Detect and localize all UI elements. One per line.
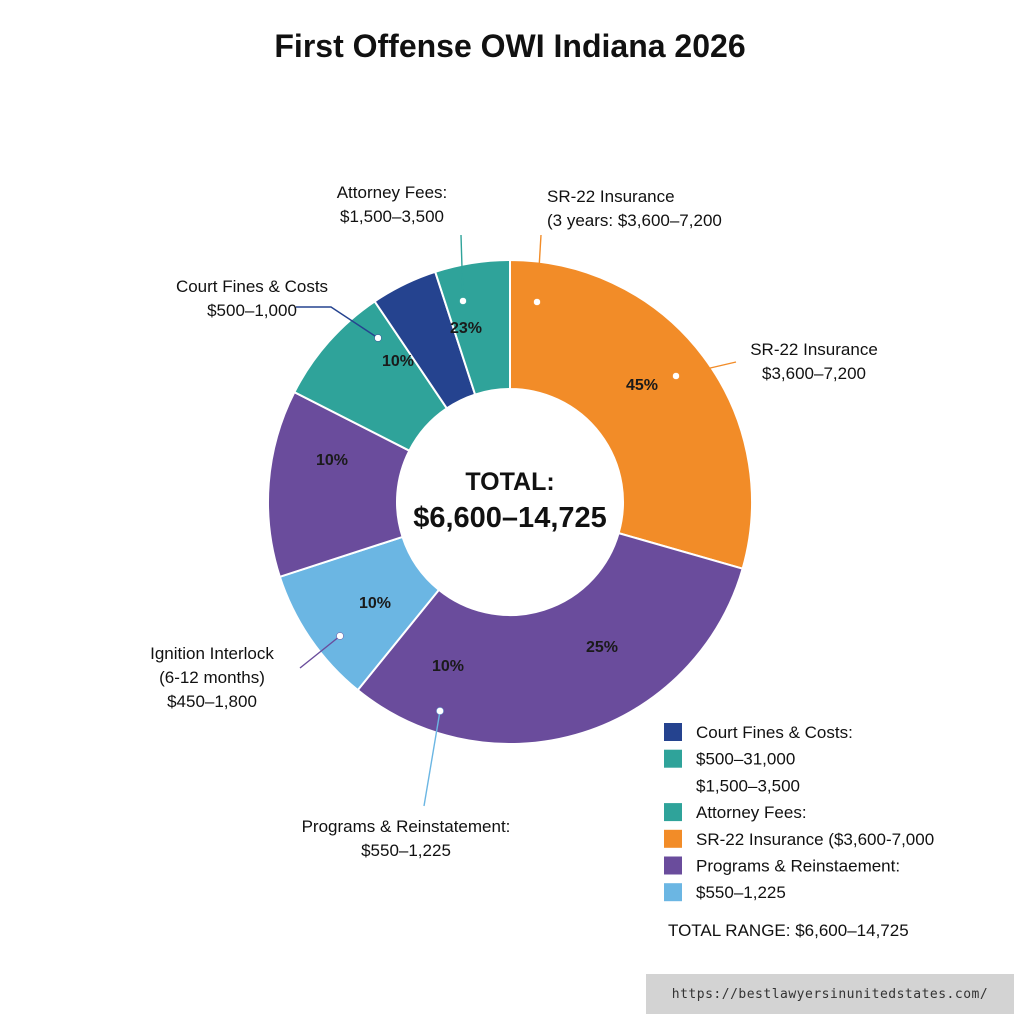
slice-1	[356, 531, 744, 745]
legend-item-label: $500–31,000	[696, 750, 795, 769]
callout-text: SR-22 Insurance	[750, 340, 878, 359]
legend-swatch	[664, 803, 682, 822]
callout-text: Ignition Interlock	[150, 644, 274, 663]
callout-leaders	[296, 234, 737, 807]
slice-pct-label: 10%	[382, 353, 414, 370]
legend-item-label: Programs & Reinstaement:	[696, 857, 900, 876]
callout-leader	[296, 306, 379, 339]
callout-dot	[459, 297, 467, 305]
legend-item-label: $1,500–3,500	[696, 776, 800, 795]
callout-leader	[460, 234, 464, 302]
callout-text: $500–1,000	[207, 301, 297, 320]
legend-item-label: $550–1,225	[696, 883, 786, 902]
callout-text: Court Fines & Costs	[176, 277, 328, 296]
legend-swatch	[664, 723, 682, 741]
center-total-value: $6,600–14,725	[413, 502, 607, 534]
callout-dot	[374, 334, 382, 342]
slice-pct-label: 10%	[432, 658, 464, 675]
callout-labels: Attorney Fees: $1,500–3,500 SR-22 Insuranc…	[150, 183, 878, 860]
callout-text: $450–1,800	[167, 692, 257, 711]
slice-pct-label: 25%	[586, 639, 618, 656]
callout-text: $3,600–7,200	[762, 364, 866, 383]
legend-item-label: Attorney Fees:	[696, 803, 807, 822]
slice-pct-label: 45%	[626, 377, 658, 394]
callout-dot	[533, 298, 541, 306]
legend: Court Fines & Costs: $500–31,000 $1,500–3,…	[664, 723, 934, 902]
watermark-url: https://bestlawyersinunitedstates.com/	[646, 974, 1014, 1014]
callout-leader	[299, 635, 341, 669]
slice-0	[509, 258, 753, 570]
callout-leader	[536, 234, 542, 303]
legend-swatch	[664, 829, 682, 848]
callout-text: $550–1,225	[361, 841, 451, 860]
legend-swatch	[664, 856, 682, 875]
callout-dot	[336, 632, 344, 640]
legend-item-label: SR-22 Insurance ($3,600-7,000	[696, 830, 934, 849]
callout-dot	[672, 372, 680, 380]
callout-dot	[436, 707, 444, 715]
slice-percent-labels: 45% 25% 10% 10% 10% 10% 23%	[316, 320, 658, 675]
callout-leader	[675, 361, 737, 377]
slice-pct-label: 10%	[359, 595, 391, 612]
callout-text: (6-12 months)	[159, 668, 265, 687]
callout-text: Attorney Fees:	[337, 183, 448, 202]
legend-swatch	[664, 749, 682, 768]
callout-text: SR-22 Insurance	[547, 187, 675, 206]
callout-text: Programs & Reinstatement:	[302, 817, 511, 836]
total-range-label: TOTAL RANGE: $6,600–14,725	[668, 921, 909, 940]
chart-title: First Offense OWI Indiana 2026	[274, 28, 745, 64]
slice-6	[433, 258, 511, 396]
slice-pct-label: 10%	[316, 452, 348, 469]
donut-slices	[266, 258, 753, 745]
slice-pct-label: 23%	[450, 320, 482, 337]
callout-text: $1,500–3,500	[340, 207, 444, 226]
callout-text: (3 years: $3,600–7,200	[547, 211, 722, 230]
callout-leader	[423, 710, 441, 807]
legend-swatch	[664, 883, 682, 902]
center-total-label: TOTAL:	[465, 468, 554, 496]
legend-item-label: Court Fines & Costs:	[696, 723, 853, 742]
